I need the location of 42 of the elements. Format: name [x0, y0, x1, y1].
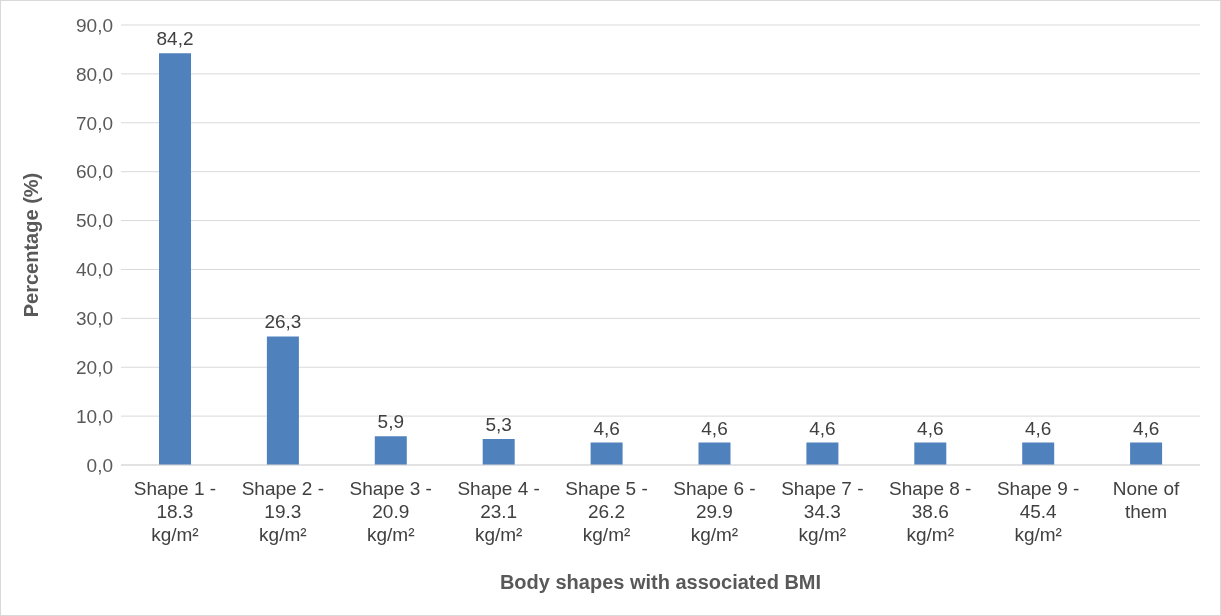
x-axis-title: Body shapes with associated BMI: [499, 571, 822, 593]
x-tick-label: Shape 7 - 34.3 kg/m²: [781, 478, 864, 545]
data-label: 4,6: [593, 417, 620, 439]
bar: [590, 442, 623, 465]
x-tick-label: Shape 5 - 26.2 kg/m²: [565, 478, 648, 545]
data-label: 4,6: [1024, 417, 1052, 439]
y-tick-label: 40,0: [76, 259, 113, 281]
y-tick-label: 0,0: [86, 454, 113, 476]
y-tick-label: 30,0: [76, 308, 113, 330]
x-tick-label: None of them: [1112, 478, 1181, 522]
y-tick-label: 10,0: [76, 405, 113, 427]
y-axis-title: Percentage (%): [20, 172, 43, 318]
bar: [266, 336, 299, 465]
x-tick-label: Shape 8 - 38.6 kg/m²: [889, 478, 972, 545]
bar: [698, 442, 731, 465]
data-label: 5,3: [485, 414, 512, 436]
x-tick-label: Shape 6 - 29.9 kg/m²: [673, 478, 756, 545]
bar: [1130, 442, 1163, 465]
data-label: 5,9: [377, 411, 405, 433]
x-tick-label: Shape 3 - 20.9 kg/m²: [349, 478, 432, 545]
x-tick-label: Shape 2 - 19.3 kg/m²: [241, 478, 325, 545]
x-tick-label: Shape 1 - 18.3 kg/m²: [133, 478, 217, 545]
data-label: 4,6: [917, 417, 944, 439]
bar: [482, 439, 515, 465]
bar: [374, 436, 407, 465]
bar: [159, 53, 191, 465]
y-tick-label: 60,0: [76, 161, 113, 183]
bar: [914, 442, 947, 465]
y-tick-label: 90,0: [76, 14, 113, 36]
bar: [1022, 442, 1055, 465]
data-label: 4,6: [701, 417, 728, 439]
x-tick-label: Shape 9 - 45.4 kg/m²: [996, 478, 1080, 545]
y-tick-label: 50,0: [76, 210, 113, 232]
y-tick-label: 70,0: [76, 112, 113, 134]
data-label: 84,2: [156, 28, 194, 50]
y-tick-label: 80,0: [76, 63, 113, 85]
data-label: 4,6: [809, 417, 836, 439]
bar: [806, 442, 839, 465]
x-tick-label: Shape 4 - 23.1 kg/m²: [457, 478, 540, 545]
y-tick-label: 20,0: [76, 356, 113, 378]
data-label: 26,3: [264, 311, 302, 333]
data-label: 4,6: [1132, 417, 1160, 439]
